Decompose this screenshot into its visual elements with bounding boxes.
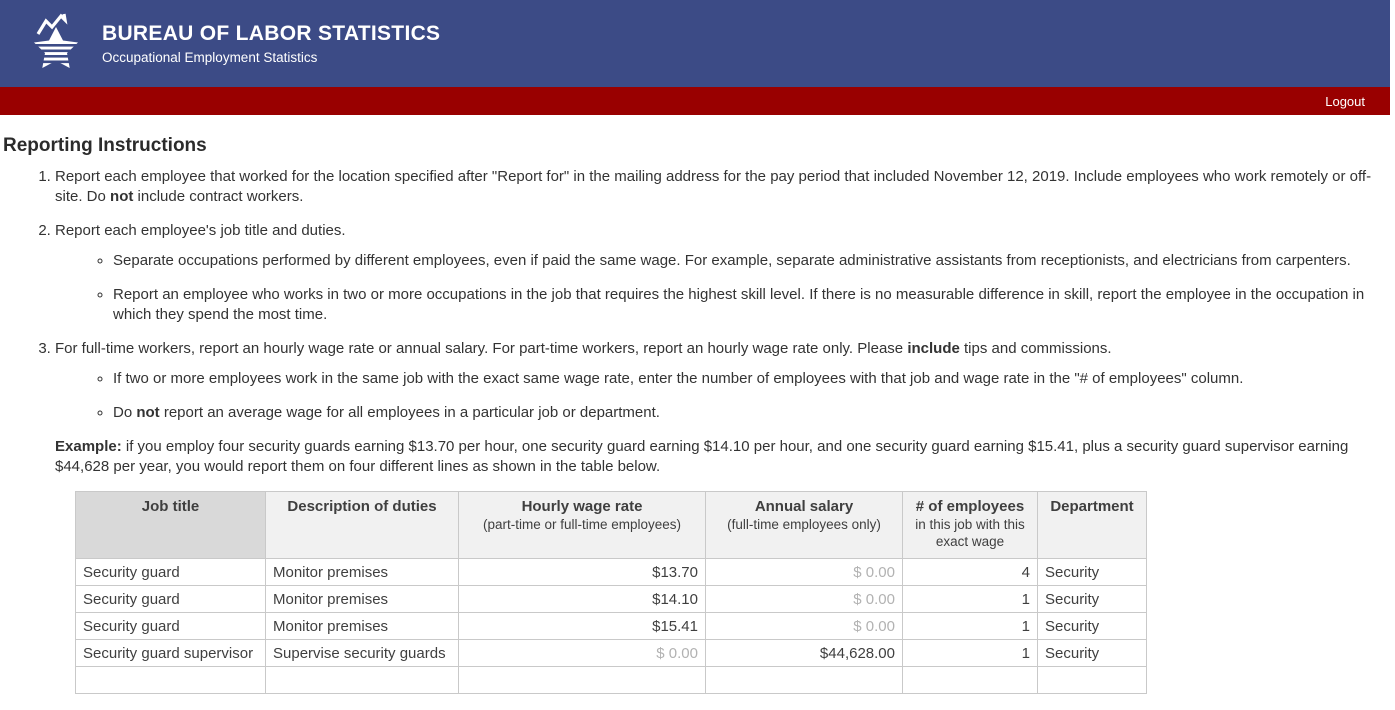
- instructions-list: Report each employee that worked for the…: [3, 167, 1387, 423]
- header-annual-salary: Annual salary (full-time employees only): [705, 491, 903, 559]
- table-header-row: Job title Description of duties Hourly w…: [75, 491, 1147, 559]
- cell-department: Security: [1037, 558, 1147, 586]
- cell-job-title: Security guard supervisor: [75, 639, 266, 667]
- cell-duties: [265, 666, 459, 694]
- instruction-3-subitem-1-text: If two or more employees work in the sam…: [113, 370, 1244, 387]
- example-paragraph: Example: if you employ four security gua…: [55, 437, 1387, 477]
- cell-duties: Monitor premises: [265, 585, 459, 613]
- cell-department: Security: [1037, 612, 1147, 640]
- instruction-2-subitem-2: Report an employee who works in two or m…: [113, 285, 1387, 325]
- cell-duties: Monitor premises: [265, 612, 459, 640]
- instruction-3-sublist: If two or more employees work in the sam…: [55, 369, 1387, 423]
- cell-employee-count: 1: [902, 639, 1038, 667]
- header-department: Department: [1037, 491, 1147, 559]
- example-text: if you employ four security guards earni…: [55, 438, 1349, 475]
- bls-logo-icon: [33, 13, 79, 68]
- header-annual-salary-main: Annual salary: [754, 498, 854, 515]
- instruction-3-subitem-2-bold: not: [136, 404, 160, 421]
- instruction-2-text: Report each employee's job title and dut…: [55, 222, 346, 239]
- cell-employee-count: 1: [902, 585, 1038, 613]
- cell-job-title: [75, 666, 266, 694]
- header-hourly-wage: Hourly wage rate (part-time or full-time…: [458, 491, 706, 559]
- instruction-item-3: For full-time workers, report an hourly …: [55, 339, 1387, 423]
- instruction-2-subitem-1-text: Separate occupations performed by differ…: [113, 252, 1351, 269]
- instruction-3-text: For full-time workers, report an hourly …: [55, 340, 908, 357]
- instruction-3-bold: include: [907, 340, 960, 357]
- instruction-3-text-end: tips and commissions.: [959, 340, 1112, 357]
- instruction-item-2: Report each employee's job title and dut…: [55, 221, 1387, 325]
- cell-department: Security: [1037, 585, 1147, 613]
- example-table: Job title Description of duties Hourly w…: [75, 491, 1147, 694]
- app-title-block: BUREAU OF LABOR STATISTICS Occupational …: [102, 22, 440, 65]
- header-employee-count-main: # of employees: [915, 498, 1025, 515]
- app-title: BUREAU OF LABOR STATISTICS: [102, 22, 441, 45]
- cell-annual-salary: $ 0.00: [705, 558, 903, 586]
- example-label: Example:: [55, 438, 122, 455]
- page-title: Reporting Instructions: [3, 135, 207, 156]
- cell-annual-salary: $44,628.00: [705, 639, 903, 667]
- app-header: BUREAU OF LABOR STATISTICS Occupational …: [0, 0, 1390, 87]
- instruction-3-subitem-2: Do not report an average wage for all em…: [113, 403, 1387, 423]
- instruction-1-text: Report each employee that worked for the…: [55, 168, 1372, 205]
- logout-link[interactable]: Logout: [1325, 93, 1365, 109]
- cell-hourly-wage: $14.10: [458, 585, 706, 613]
- instruction-1-text-end: include contract workers.: [133, 188, 304, 205]
- table-row: Security guard Monitor premises $14.10 $ 0.…: [75, 585, 1147, 613]
- cell-annual-salary: $ 0.00: [705, 612, 903, 640]
- cell-hourly-wage: $13.70: [458, 558, 706, 586]
- cell-duties: Supervise security guards: [265, 639, 459, 667]
- cell-annual-salary: [705, 666, 903, 694]
- cell-employee-count: [902, 666, 1038, 694]
- header-employee-count: # of employees in this job with this exa…: [902, 491, 1038, 559]
- header-hourly-wage-sub: (part-time or full-time employees): [482, 517, 682, 532]
- header-job-title: Job title: [75, 491, 266, 559]
- instruction-1-bold: not: [110, 188, 134, 205]
- cell-employee-count: 1: [902, 612, 1038, 640]
- header-hourly-wage-main: Hourly wage rate: [521, 498, 643, 515]
- cell-department: Security: [1037, 639, 1147, 667]
- instruction-3-subitem-1: If two or more employees work in the sam…: [113, 369, 1387, 389]
- cell-hourly-wage: $15.41: [458, 612, 706, 640]
- table-row: Security guard Monitor premises $13.70 $ 0.…: [75, 558, 1147, 586]
- table-row: Security guard supervisor Supervise secur…: [75, 639, 1147, 667]
- app-subtitle: Occupational Employment Statistics: [102, 50, 318, 65]
- instruction-2-subitem-2-text: Report an employee who works in two or m…: [113, 286, 1365, 323]
- cell-job-title: Security guard: [75, 612, 266, 640]
- logout-bar: Logout: [0, 87, 1390, 115]
- table-header: Job title Description of duties Hourly w…: [75, 491, 1147, 559]
- cell-hourly-wage: [458, 666, 706, 694]
- header-employee-count-sub: in this job with this exact wage: [915, 517, 1025, 549]
- table-row: Security guard Monitor premises $15.41 $ 0.…: [75, 612, 1147, 640]
- instruction-2-sublist: Separate occupations performed by differ…: [55, 251, 1387, 325]
- header-annual-salary-sub: (full-time employees only): [727, 517, 881, 532]
- main-content: Reporting Instructions Report each emplo…: [0, 135, 1395, 694]
- instruction-item-1: Report each employee that worked for the…: [55, 167, 1387, 207]
- table-row: [75, 666, 1147, 694]
- instruction-3-subitem-2-text: Do: [113, 404, 137, 421]
- cell-department: [1037, 666, 1147, 694]
- cell-hourly-wage: $ 0.00: [458, 639, 706, 667]
- table-body: Security guard Monitor premises $13.70 $ 0.…: [75, 558, 1147, 694]
- instruction-2-subitem-1: Separate occupations performed by differ…: [113, 251, 1387, 271]
- cell-annual-salary: $ 0.00: [705, 585, 903, 613]
- cell-employee-count: 4: [902, 558, 1038, 586]
- cell-job-title: Security guard: [75, 558, 266, 586]
- cell-job-title: Security guard: [75, 585, 266, 613]
- instruction-3-subitem-2-text-end: report an average wage for all employees…: [159, 404, 660, 421]
- header-duties: Description of duties: [265, 491, 459, 559]
- cell-duties: Monitor premises: [265, 558, 459, 586]
